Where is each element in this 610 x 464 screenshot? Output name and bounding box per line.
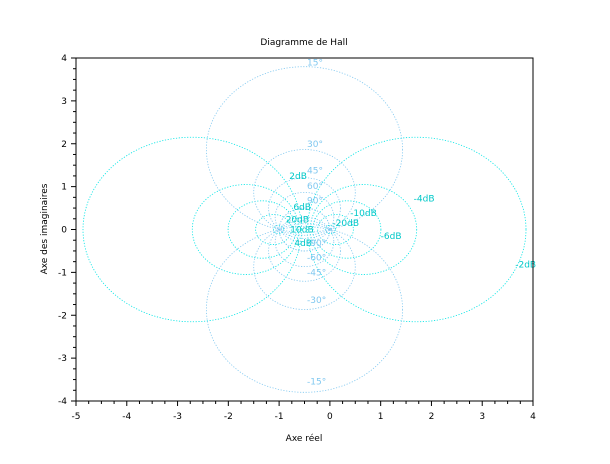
x-tick-label: -4 [122, 412, 131, 422]
x-tick-label: -5 [72, 412, 81, 422]
axes-layer: -5 -4 -3 -2 -1 0 1 2 3 4 -4 -3 -2 -1 0 1 2 3 4 [58, 54, 536, 422]
x-tick-label: -3 [173, 412, 182, 422]
phase-curve-minus15 [206, 226, 403, 393]
x-tick-label: 4 [530, 412, 536, 422]
gain-curve-minus6 [312, 200, 382, 259]
x-tick-label: -1 [275, 412, 284, 422]
phase-label: -15° [307, 378, 326, 388]
phase-curve-30 [253, 149, 356, 236]
phase-curve-minus60 [274, 216, 335, 268]
gain-label: 6dB [293, 203, 311, 213]
phase-curve-minus30 [253, 223, 356, 310]
phase-label: 45° [307, 166, 323, 176]
gain-label: 20dB [286, 216, 309, 226]
x-tick-label: 2 [429, 412, 435, 422]
phase-curve-60 [274, 191, 335, 243]
gain-label: 10dB [290, 226, 313, 236]
phase-curve-90 [278, 207, 331, 252]
gain-curve-minus20 [324, 224, 336, 235]
gain-curve-20 [273, 224, 285, 235]
gain-label: -6dB [381, 232, 402, 242]
phase-label: 60° [307, 182, 323, 192]
gain-curve-minus10 [317, 214, 354, 245]
gain-curve-10 [255, 214, 292, 245]
gain-curve-6 [227, 200, 297, 259]
phase-label: -90° [307, 239, 326, 249]
plot-background [76, 58, 533, 401]
phase-curve-45 [268, 177, 341, 239]
gain-label: 4dB [294, 239, 312, 249]
curves-layer [82, 66, 527, 393]
y-tick-label: 1 [61, 183, 67, 193]
gain-label: 2dB [289, 172, 307, 182]
x-axis-label: Axe réel [286, 433, 323, 444]
phase-label: -45° [307, 268, 326, 278]
phase-label: 15° [307, 58, 323, 68]
y-tick-label: 0 [61, 226, 67, 236]
y-tick-label: -3 [58, 354, 67, 364]
y-tick-label: 4 [61, 54, 67, 64]
gain-curve-minus4 [309, 184, 418, 275]
gain-label: -20dB [332, 219, 359, 229]
gain-curve-minus2 [307, 136, 527, 323]
x-tick-label: 1 [378, 412, 384, 422]
plot-area [76, 58, 533, 401]
y-tick-label: -2 [58, 311, 67, 321]
gain-label: -10dB [350, 209, 377, 219]
y-tick-label: -1 [58, 268, 67, 278]
gain-curve-2 [82, 136, 302, 323]
phase-curve-15 [206, 66, 403, 233]
gain-label: -4dB [414, 195, 435, 205]
x-tick-label: 3 [479, 412, 485, 422]
y-tick-label: 2 [61, 140, 67, 150]
gain-curve-4 [191, 184, 300, 275]
phase-label: 90° [307, 196, 323, 206]
chart-title: Diagramme de Hall [260, 38, 347, 48]
phase-label: 30° [307, 140, 323, 150]
y-axis-label: Axe des imaginaires [40, 183, 50, 274]
gain-label: -2dB [515, 261, 536, 271]
y-tick-label: -4 [58, 397, 67, 407]
phase-label: -60° [307, 253, 326, 263]
x-tick-label: -2 [224, 412, 233, 422]
x-tick-label: 0 [327, 412, 333, 422]
y-tick-label: 3 [61, 97, 67, 107]
phase-label: -30° [307, 296, 326, 306]
phase-curve-minus45 [268, 220, 341, 282]
